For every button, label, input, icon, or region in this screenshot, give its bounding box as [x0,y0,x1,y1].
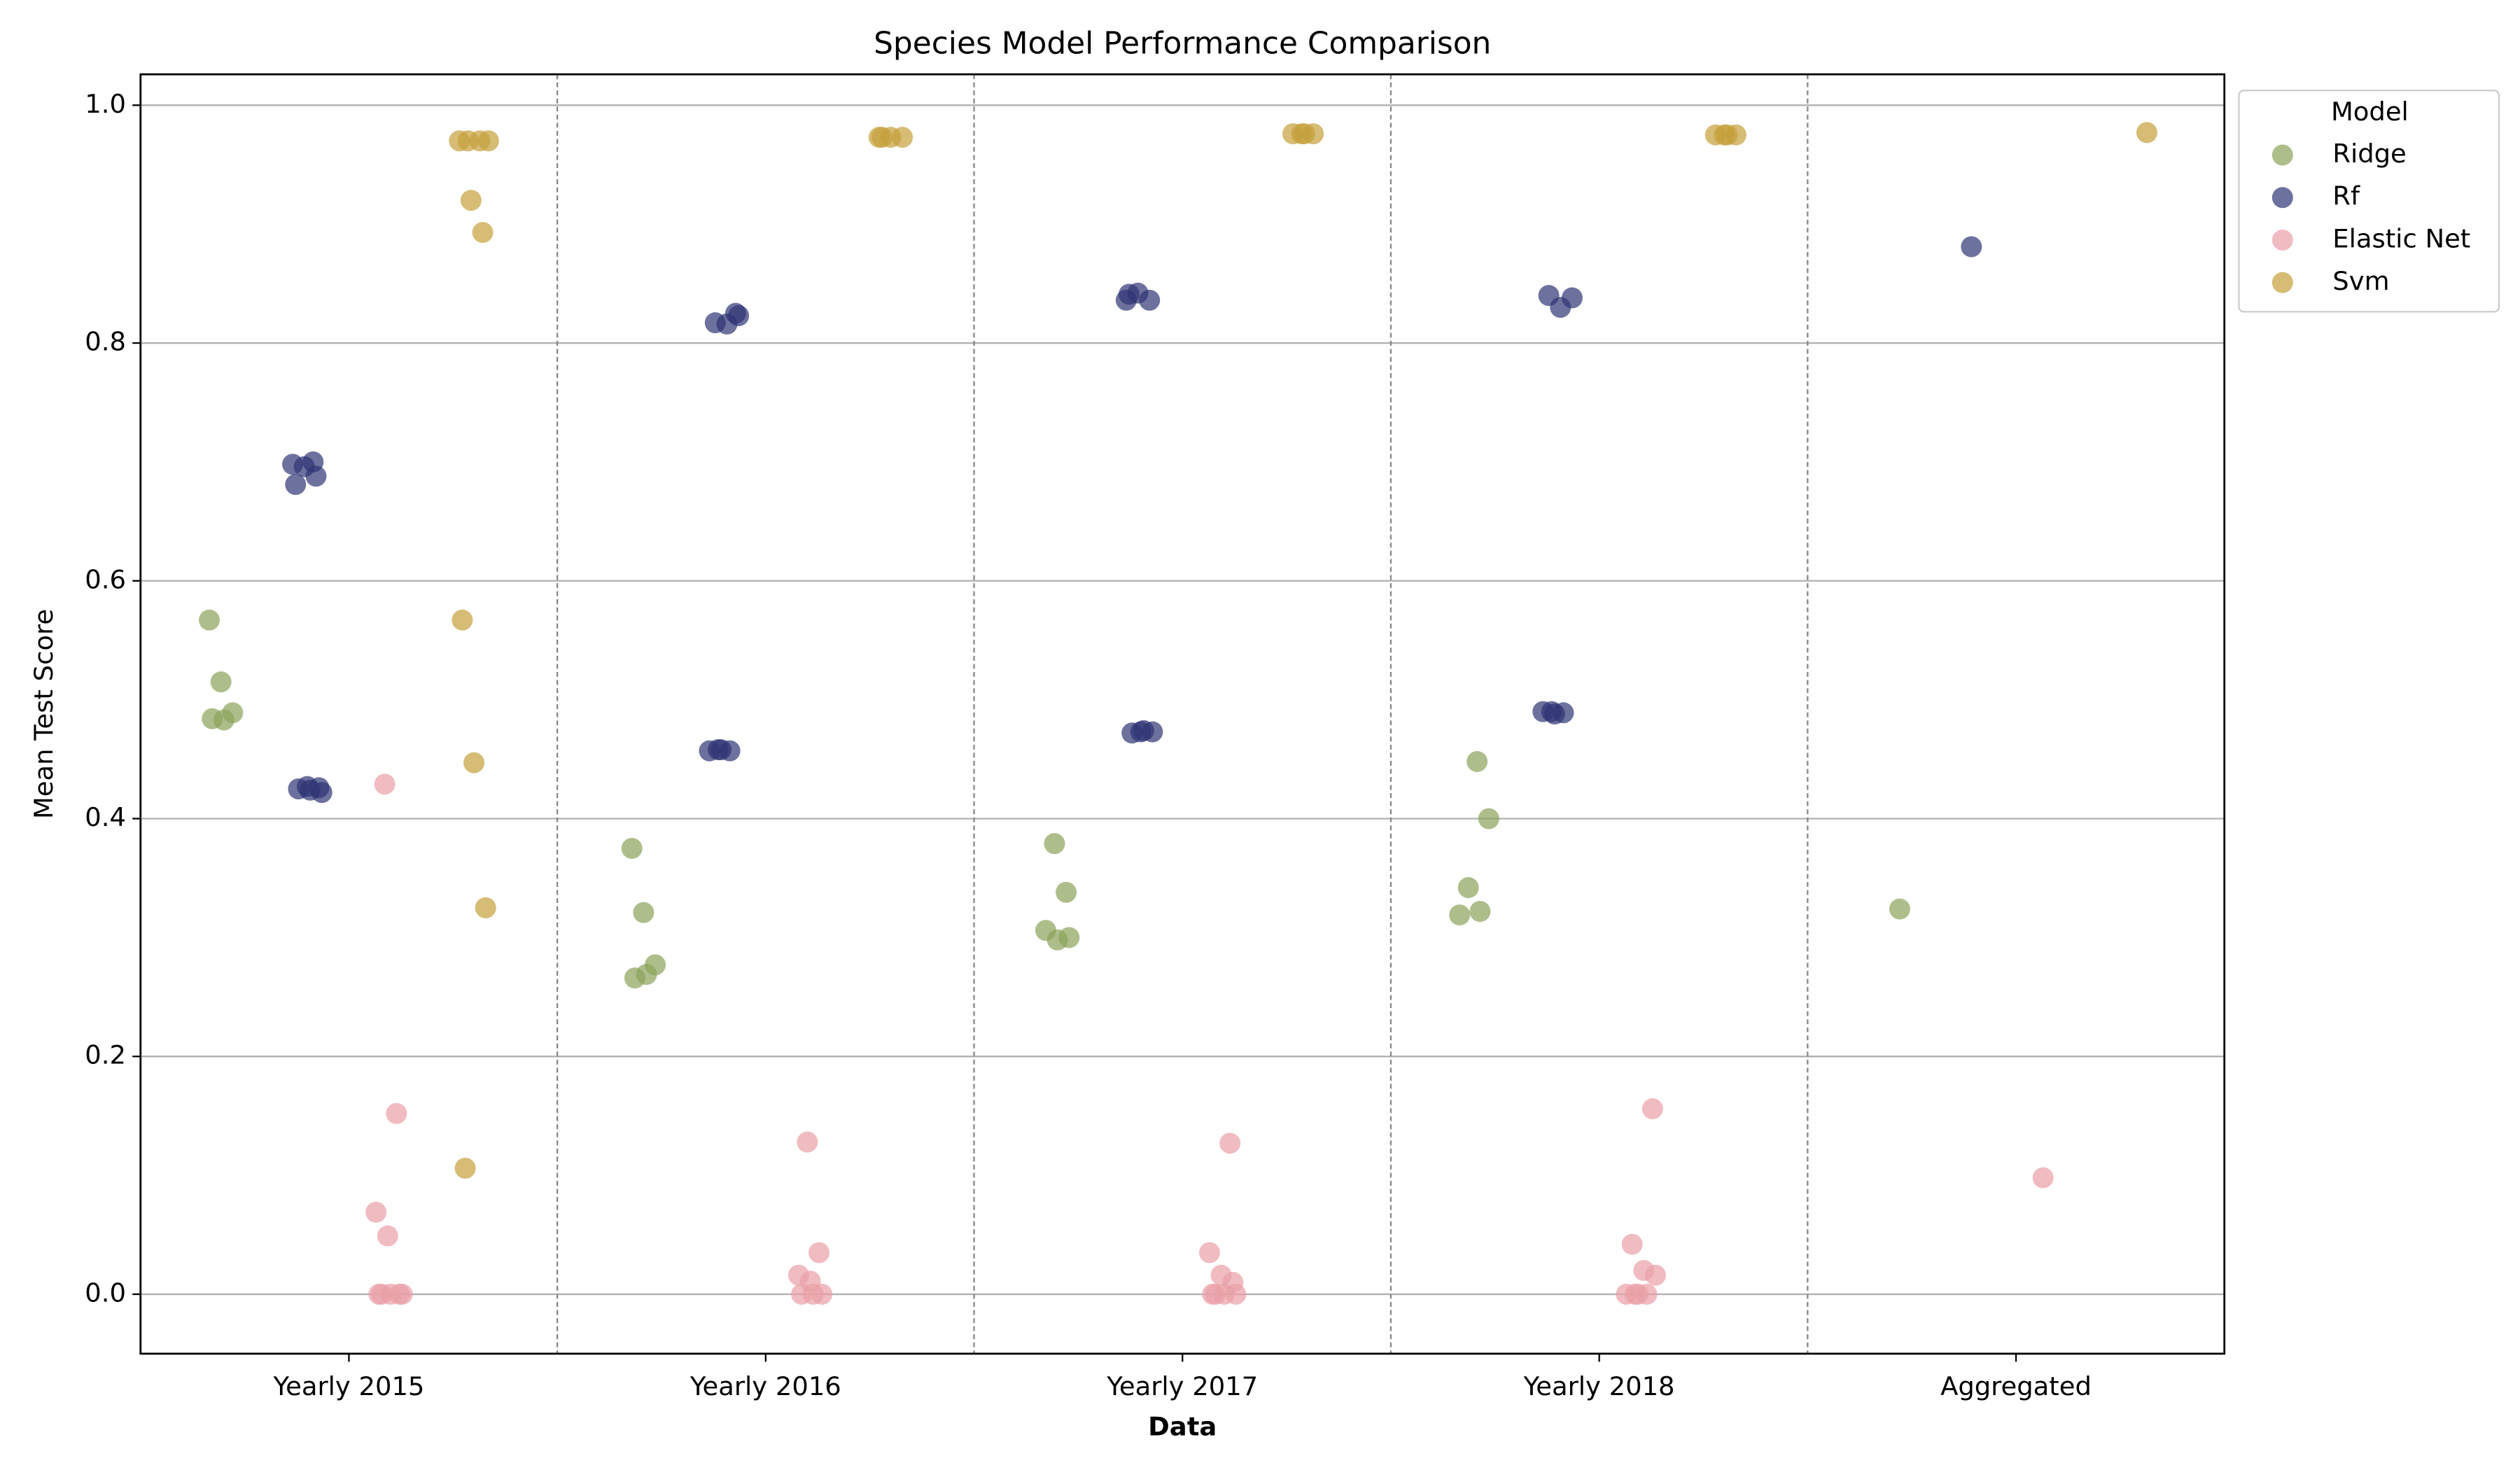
legend-marker [2272,229,2293,251]
legend-marker [2272,187,2293,209]
strip-point [802,1283,824,1305]
strip-point [808,1242,830,1264]
x-tick-label: Yearly 2018 [1523,1371,1675,1401]
strip-point [1644,1264,1666,1286]
strip-point [1044,833,1065,855]
strip-point [1961,236,1982,258]
strip-point [451,609,473,631]
strip-point [1621,1233,1643,1255]
strip-point [1198,1242,1220,1264]
strip-point [199,609,220,631]
strip-point [472,222,493,244]
strip-point [1469,900,1491,922]
strip-point [377,1225,398,1247]
strip-point [1056,881,1077,903]
y-axis-label: Mean Test Score [29,609,59,819]
strip-point [1466,750,1488,772]
legend-box [2238,90,2500,313]
strip-point [1205,1283,1226,1305]
y-tick-label: 0.4 [85,802,126,832]
strip-point [1225,1283,1247,1305]
strip-point [1889,898,1910,920]
strip-point [463,752,485,774]
strip-point [1457,876,1479,898]
strip-point [1119,284,1140,305]
plot-frame [139,73,2226,1355]
legend-marker [2272,144,2293,166]
y-tick-label: 0.0 [85,1278,126,1308]
strip-point [1561,287,1583,309]
strip-point [1716,124,1738,146]
chart-title: Species Model Performance Comparison [874,26,1491,62]
legend-label: Ridge [2332,139,2406,169]
legend-label: Elastic Net [2332,223,2470,253]
strip-point [636,963,657,985]
strip-point [871,127,892,148]
strip-point [1219,1133,1241,1154]
x-tick-label: Aggregated [1940,1371,2092,1401]
strip-point [1058,927,1080,948]
strip-point [454,1157,476,1179]
strip-point [365,1201,387,1223]
x-tick-label: Yearly 2015 [273,1371,425,1401]
x-axis-label: Data [1148,1412,1217,1442]
strip-point [386,1102,407,1124]
strip-point [621,837,643,859]
strip-point [371,1283,393,1305]
strip-point [633,902,654,923]
strip-point [892,127,913,148]
strip-point [728,304,750,326]
strip-point [1133,720,1154,741]
strip-point [2032,1167,2054,1189]
y-tick-label: 0.8 [85,327,126,357]
strip-point [1139,289,1161,311]
strip-point [374,774,396,795]
y-tick-label: 0.6 [85,564,126,594]
strip-point [1449,904,1471,926]
strip-point [311,782,332,804]
legend-label: Rf [2332,181,2360,211]
strip-point [449,130,470,152]
y-tick-label: 0.2 [85,1040,126,1070]
strip-point [391,1283,413,1305]
legend-marker [2272,272,2293,293]
strip-point [1544,704,1565,724]
strip-point [1294,123,1315,145]
strip-point [210,671,232,693]
strip-point [797,1131,818,1153]
strip-point [305,465,327,487]
strip-point [2136,122,2157,144]
strip-point [1642,1098,1663,1119]
strip-point [460,190,482,211]
strip-point [1627,1283,1648,1305]
strip-point [1478,808,1499,830]
x-tick-label: Yearly 2016 [690,1371,841,1401]
strip-point [285,474,307,496]
legend-label: Svm [2332,266,2389,296]
legend-title: Model [2331,97,2409,127]
strip-point [710,738,732,760]
y-tick-label: 1.0 [85,89,126,119]
strip-point [213,709,234,731]
strip-point [469,130,491,152]
x-tick-label: Yearly 2017 [1106,1371,1258,1401]
strip-point [475,897,496,918]
